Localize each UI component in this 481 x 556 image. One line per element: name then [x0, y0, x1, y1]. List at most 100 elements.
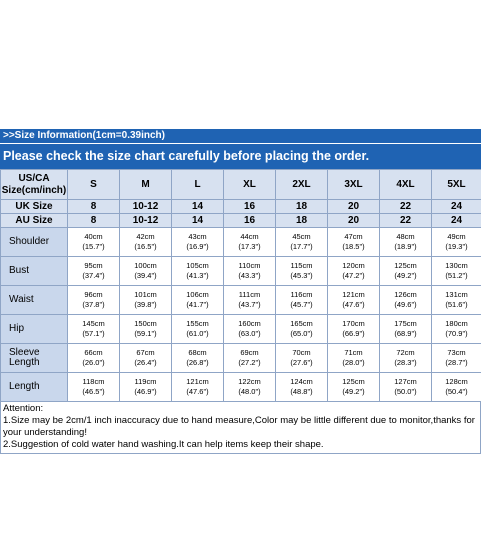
- measure-inch: (66.9"): [342, 329, 365, 338]
- measure-cell: 71cm (28.0"): [327, 343, 380, 373]
- measure-cm: 71cm: [344, 348, 363, 357]
- attention-title: Attention:: [3, 403, 44, 414]
- measure-cell: 47cm (18.5"): [327, 227, 380, 257]
- us-size-row: US/CA Size(cm/inch) S M L XL 2XL 3XL 4XL 5XL: [0, 169, 481, 200]
- measure-cm: 42cm: [136, 232, 155, 241]
- size-chart: >>Size Information(1cm=0.39inch) Please …: [0, 129, 481, 454]
- measure-cm: 125cm: [394, 261, 417, 270]
- measure-inch: (27.2"): [238, 358, 261, 367]
- measure-cell: 73cm (28.7"): [431, 343, 481, 373]
- measure-inch: (48.8"): [290, 387, 313, 396]
- us-size-label: US/CA Size(cm/inch): [0, 169, 68, 200]
- measure-label: Hip: [0, 314, 68, 344]
- measure-cell: 122cm (48.0"): [223, 372, 276, 402]
- measure-cell: 121cm (47.6"): [327, 285, 380, 315]
- au-size-cell: 20: [327, 213, 380, 228]
- measure-cm: 155cm: [186, 319, 209, 328]
- measure-label: Shoulder: [0, 227, 68, 257]
- measure-cm: 116cm: [290, 290, 313, 299]
- measure-cm: 119cm: [134, 377, 157, 386]
- measure-inch: (59.1"): [134, 329, 157, 338]
- uk-size-label: UK Size: [0, 199, 68, 214]
- attention-notes: Attention: 1.Size may be 2cm/1 inch inac…: [0, 402, 481, 454]
- measure-row: Bust 95cm (37.4") 100cm (39.4") 105cm (41.3") 1…: [0, 256, 481, 286]
- measure-cm: 120cm: [342, 261, 365, 270]
- us-size-cell: S: [67, 169, 120, 200]
- measure-cell: 43cm (16.9"): [171, 227, 224, 257]
- measure-row: Length 118cm (46.5") 119cm (46.9") 121cm (47.6…: [0, 372, 481, 402]
- measure-inch: (65.0"): [290, 329, 313, 338]
- us-size-cell: 4XL: [379, 169, 432, 200]
- measure-inch: (63.0"): [238, 329, 261, 338]
- measure-cell: 126cm (49.6"): [379, 285, 432, 315]
- measure-inch: (49.2"): [394, 271, 417, 280]
- uk-size-cell: 20: [327, 199, 380, 214]
- measure-inch: (27.6"): [290, 358, 313, 367]
- measure-cell: 66cm (26.0"): [67, 343, 120, 373]
- measure-inch: (50.0"): [394, 387, 417, 396]
- measure-cell: 119cm (46.9"): [119, 372, 172, 402]
- uk-size-cell: 24: [431, 199, 481, 214]
- uk-size-cell: 10-12: [119, 199, 172, 214]
- measure-cell: 96cm (37.8"): [67, 285, 120, 315]
- measure-inch: (49.6"): [394, 300, 417, 309]
- uk-size-row: UK Size 8 10-12 14 16 18 20 22 24: [0, 199, 481, 214]
- au-size-cell: 18: [275, 213, 328, 228]
- measure-cm: 115cm: [290, 261, 313, 270]
- measure-cell: 105cm (41.3"): [171, 256, 224, 286]
- measure-cm: 128cm: [445, 377, 468, 386]
- au-size-cell: 24: [431, 213, 481, 228]
- measure-inch: (50.4"): [445, 387, 468, 396]
- measure-inch: (17.7"): [290, 242, 313, 251]
- measure-cell: 170cm (66.9"): [327, 314, 380, 344]
- measure-cell: 145cm (57.1"): [67, 314, 120, 344]
- measure-inch: (16.5"): [134, 242, 157, 251]
- uk-size-cell: 18: [275, 199, 328, 214]
- measure-inch: (28.0"): [342, 358, 365, 367]
- measure-cm: 145cm: [82, 319, 105, 328]
- measure-cell: 160cm (63.0"): [223, 314, 276, 344]
- measure-cm: 69cm: [240, 348, 259, 357]
- measure-cm: 72cm: [396, 348, 415, 357]
- measure-cell: 67cm (26.4"): [119, 343, 172, 373]
- measure-inch: (19.3"): [445, 242, 468, 251]
- measure-inch: (68.9"): [394, 329, 417, 338]
- uk-size-cell: 8: [67, 199, 120, 214]
- measure-cm: 124cm: [290, 377, 313, 386]
- measure-cell: 95cm (37.4"): [67, 256, 120, 286]
- measure-cm: 165cm: [290, 319, 313, 328]
- measure-cm: 121cm: [186, 377, 209, 386]
- measure-cm: 160cm: [238, 319, 261, 328]
- measure-cell: 69cm (27.2"): [223, 343, 276, 373]
- measure-cm: 70cm: [292, 348, 311, 357]
- measure-label: Sleeve Length: [0, 343, 68, 373]
- measure-row: Sleeve Length 66cm (26.0") 67cm (26.4") 68cm(…: [0, 343, 481, 373]
- measure-cell: 125cm (49.2"): [327, 372, 380, 402]
- measure-row: Hip 145cm (57.1") 150cm (59.1") 155cm (61.0") 1…: [0, 314, 481, 344]
- measure-inch: (51.6"): [445, 300, 468, 309]
- measure-cm: 47cm: [344, 232, 363, 241]
- measure-inch: (47.6"): [186, 387, 209, 396]
- measure-cm: 127cm: [394, 377, 417, 386]
- measure-cm: 66cm: [84, 348, 103, 357]
- us-size-cell: 5XL: [431, 169, 481, 200]
- measure-cell: 42cm (16.5"): [119, 227, 172, 257]
- measure-cell: 130cm (51.2"): [431, 256, 481, 286]
- us-size-cell: XL: [223, 169, 276, 200]
- measure-inch: (39.4"): [134, 271, 157, 280]
- measure-cell: 40cm (15.7"): [67, 227, 120, 257]
- au-size-cell: 8: [67, 213, 120, 228]
- au-size-label: AU Size: [0, 213, 68, 228]
- measure-cm: 105cm: [186, 261, 209, 270]
- measure-cell: 155cm (61.0"): [171, 314, 224, 344]
- uk-size-cell: 22: [379, 199, 432, 214]
- measure-cm: 48cm: [396, 232, 415, 241]
- measure-cm: 122cm: [238, 377, 261, 386]
- measure-inch: (51.2"): [445, 271, 468, 280]
- measure-cm: 96cm: [84, 290, 103, 299]
- measure-inch: (46.9"): [134, 387, 157, 396]
- measure-inch: (37.4"): [82, 271, 105, 280]
- measure-cell: 49cm (19.3"): [431, 227, 481, 257]
- au-size-cell: 14: [171, 213, 224, 228]
- measure-row: Shoulder 40cm (15.7") 42cm (16.5") 43cm (16.9"…: [0, 227, 481, 257]
